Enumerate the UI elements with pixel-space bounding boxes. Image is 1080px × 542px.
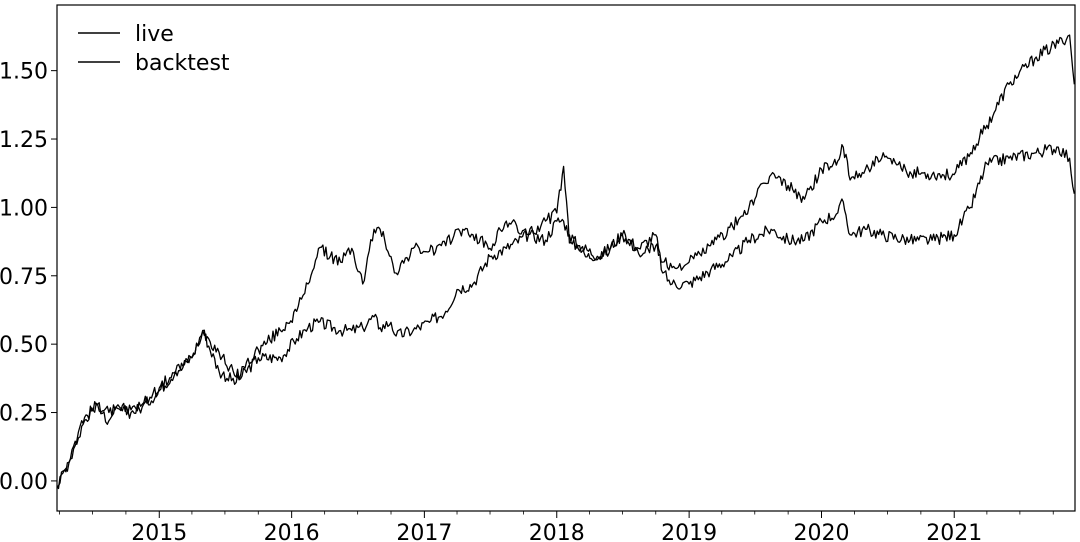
plot-area-frame [56,4,1076,512]
series-lines [56,34,1075,490]
x-tick-label: 2015 [131,521,187,542]
y-tick-label: 0.00 [0,470,48,495]
x-tick-label: 2017 [396,521,452,542]
series-line-live [56,34,1075,490]
y-tick-label: 0.50 [0,333,48,358]
legend-label-backtest: backtest [135,51,230,76]
y-tick-label: 0.25 [0,402,48,427]
legend-label-live: live [135,22,174,47]
series-line-backtest [56,144,1075,488]
x-tick-label: 2018 [529,521,585,542]
x-tick-label: 2021 [926,521,982,542]
x-tick-label: 2016 [264,521,320,542]
legend: live backtest [78,22,230,76]
x-axis: 2015 2016 2017 2018 2019 2020 2021 [59,511,1054,542]
x-tick-label: 2019 [661,521,717,542]
y-tick-label: 1.50 [0,60,48,85]
y-tick-label: 1.25 [0,128,48,153]
x-tick-label: 2020 [793,521,849,542]
y-axis: 0.00 0.25 0.50 0.75 1.00 1.25 1.50 [0,60,57,495]
y-tick-label: 0.75 [0,265,48,290]
y-tick-label: 1.00 [0,196,48,221]
